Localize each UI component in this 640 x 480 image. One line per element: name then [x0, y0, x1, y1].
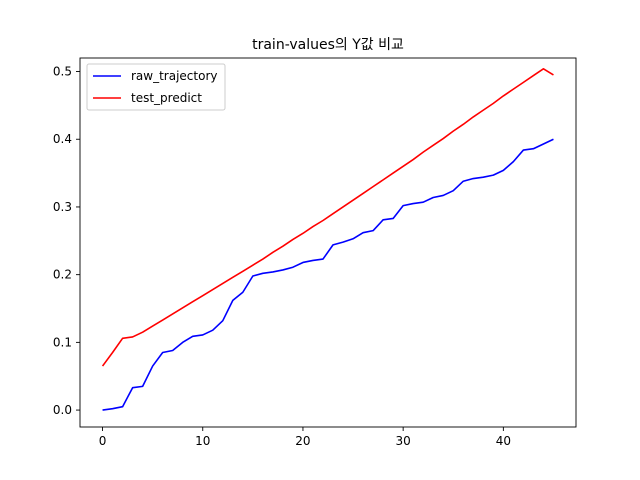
series-line-test_predict [101, 68, 554, 367]
y-tick-label: 0.2 [53, 268, 72, 282]
chart-title: train-values의 Y값 비교 [252, 37, 404, 53]
axes-frame [79, 57, 577, 428]
legend-label-raw_trajectory: raw_trajectory [131, 69, 218, 83]
series-layer [101, 68, 554, 411]
y-tick-label: 0.4 [53, 132, 72, 146]
x-tick-label: 10 [195, 434, 210, 448]
legend-label-test_predict: test_predict [131, 91, 202, 105]
y-tick-label: 0.5 [53, 65, 72, 79]
y-tick-label: 0.0 [53, 403, 72, 417]
y-tick-label: 0.3 [53, 200, 72, 214]
axes: 0 10 20 30 40 0.0 0.1 0.2 0.3 0.4 0.5 [53, 57, 577, 448]
y-tick-label: 0.1 [53, 335, 72, 349]
x-tick-label: 0 [99, 434, 107, 448]
x-tick-label: 30 [396, 434, 411, 448]
x-tick-label: 40 [496, 434, 511, 448]
series-line-raw_trajectory [102, 138, 554, 411]
legend: raw_trajectory test_predict [86, 63, 226, 111]
legend-box [86, 63, 226, 111]
x-tick-label: 20 [295, 434, 310, 448]
